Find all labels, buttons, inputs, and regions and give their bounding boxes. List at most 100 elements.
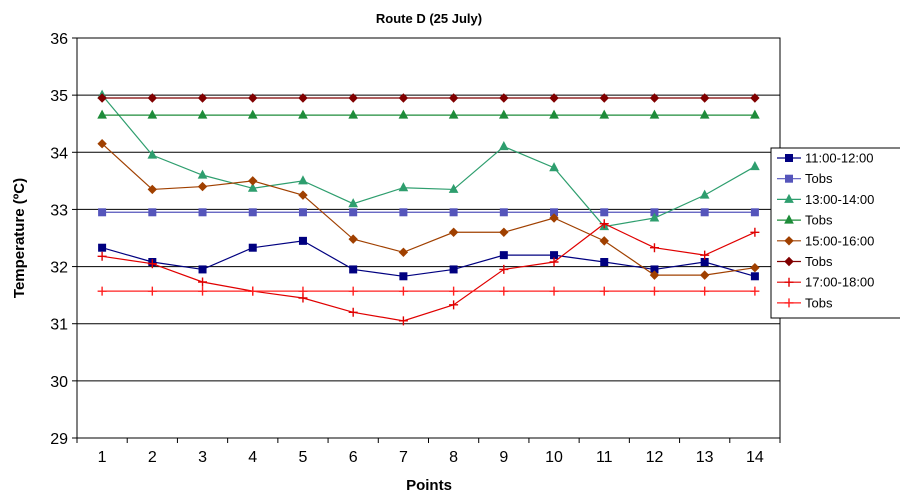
data-point — [248, 208, 257, 217]
legend-entry: Tobs — [777, 295, 833, 310]
y-tick-label: 31 — [50, 317, 68, 334]
data-point — [448, 183, 459, 193]
x-tick-label: 2 — [148, 449, 157, 466]
legend-marker — [784, 236, 794, 246]
series-3 — [97, 89, 760, 231]
data-point — [750, 161, 760, 171]
data-point — [97, 139, 107, 149]
data-point — [298, 286, 308, 296]
data-point — [449, 265, 458, 274]
data-point — [147, 184, 158, 195]
data-point — [399, 272, 408, 281]
data-point — [750, 263, 760, 273]
data-point — [349, 265, 358, 274]
x-tick-label: 8 — [449, 449, 458, 466]
legend-label: Tobs — [805, 171, 833, 186]
legend-entry: Tobs — [777, 254, 833, 269]
data-point — [600, 258, 609, 266]
data-point — [197, 93, 208, 103]
data-point — [649, 212, 660, 222]
data-point — [549, 93, 559, 103]
data-point — [298, 190, 308, 200]
data-point — [198, 208, 207, 217]
data-point — [750, 208, 759, 217]
data-point — [649, 286, 659, 296]
data-point — [198, 265, 207, 274]
data-point — [399, 208, 408, 217]
legend-label: Tobs — [805, 213, 833, 228]
data-point — [699, 189, 710, 199]
x-tick-label: 13 — [696, 449, 714, 466]
legend-marker — [784, 193, 794, 203]
data-point — [97, 251, 107, 261]
data-point — [499, 227, 509, 237]
legend-entry: 13:00-14:00 — [777, 192, 874, 207]
legend-marker — [784, 214, 794, 224]
legend-marker — [784, 277, 794, 287]
data-point — [147, 286, 157, 296]
legend-label: Tobs — [805, 254, 833, 269]
data-point — [197, 169, 208, 179]
data-point — [298, 236, 307, 245]
legend-marker — [785, 154, 793, 162]
data-point — [449, 300, 459, 310]
data-point — [248, 93, 258, 103]
data-point — [97, 286, 107, 296]
legend-marker — [784, 256, 794, 267]
data-point — [600, 208, 609, 217]
legend-entry: Tobs — [777, 171, 833, 186]
data-point — [649, 270, 660, 280]
x-tick-label: 3 — [198, 449, 207, 466]
series-7 — [97, 219, 760, 326]
data-point — [448, 109, 459, 119]
legend-entry: 11:00-12:00 — [777, 151, 873, 166]
y-axis-title: Temperature (ºC) — [11, 178, 28, 298]
data-point — [197, 109, 208, 119]
series-1 — [98, 236, 759, 281]
x-tick-label: 7 — [399, 449, 408, 466]
data-point — [147, 149, 158, 159]
data-point — [599, 236, 609, 246]
x-tick-label: 12 — [646, 449, 664, 466]
data-point — [198, 286, 208, 296]
data-point — [750, 227, 760, 237]
data-point — [549, 286, 559, 296]
series-line — [101, 240, 756, 277]
data-point — [349, 208, 358, 217]
x-tick-label: 9 — [499, 449, 508, 466]
legend-label: Tobs — [805, 295, 833, 310]
gridlines — [77, 94, 780, 382]
data-point — [348, 307, 358, 317]
data-point — [348, 109, 359, 119]
data-point — [197, 181, 208, 192]
data-point — [699, 93, 710, 103]
data-point — [498, 109, 509, 119]
data-point — [247, 109, 258, 119]
data-point — [348, 234, 358, 244]
data-point — [348, 198, 359, 208]
data-point — [699, 270, 710, 280]
data-point — [750, 286, 760, 296]
x-tick-label: 4 — [248, 449, 257, 466]
data-point — [147, 93, 158, 103]
data-point — [147, 259, 157, 269]
y-tick-label: 35 — [50, 88, 68, 105]
data-point — [599, 286, 609, 296]
data-point — [98, 208, 107, 217]
data-point — [298, 93, 308, 103]
x-tick-label: 14 — [746, 449, 764, 466]
data-point — [97, 109, 107, 119]
y-tick-label: 34 — [50, 145, 68, 162]
series-group — [97, 89, 760, 326]
data-point — [398, 182, 409, 192]
series-8 — [97, 286, 760, 296]
data-point — [449, 286, 459, 296]
data-point — [499, 286, 509, 296]
data-point — [248, 243, 257, 252]
legend-label: 11:00-12:00 — [805, 151, 873, 166]
data-point — [649, 243, 659, 253]
data-point — [248, 176, 258, 186]
data-point — [348, 93, 358, 103]
